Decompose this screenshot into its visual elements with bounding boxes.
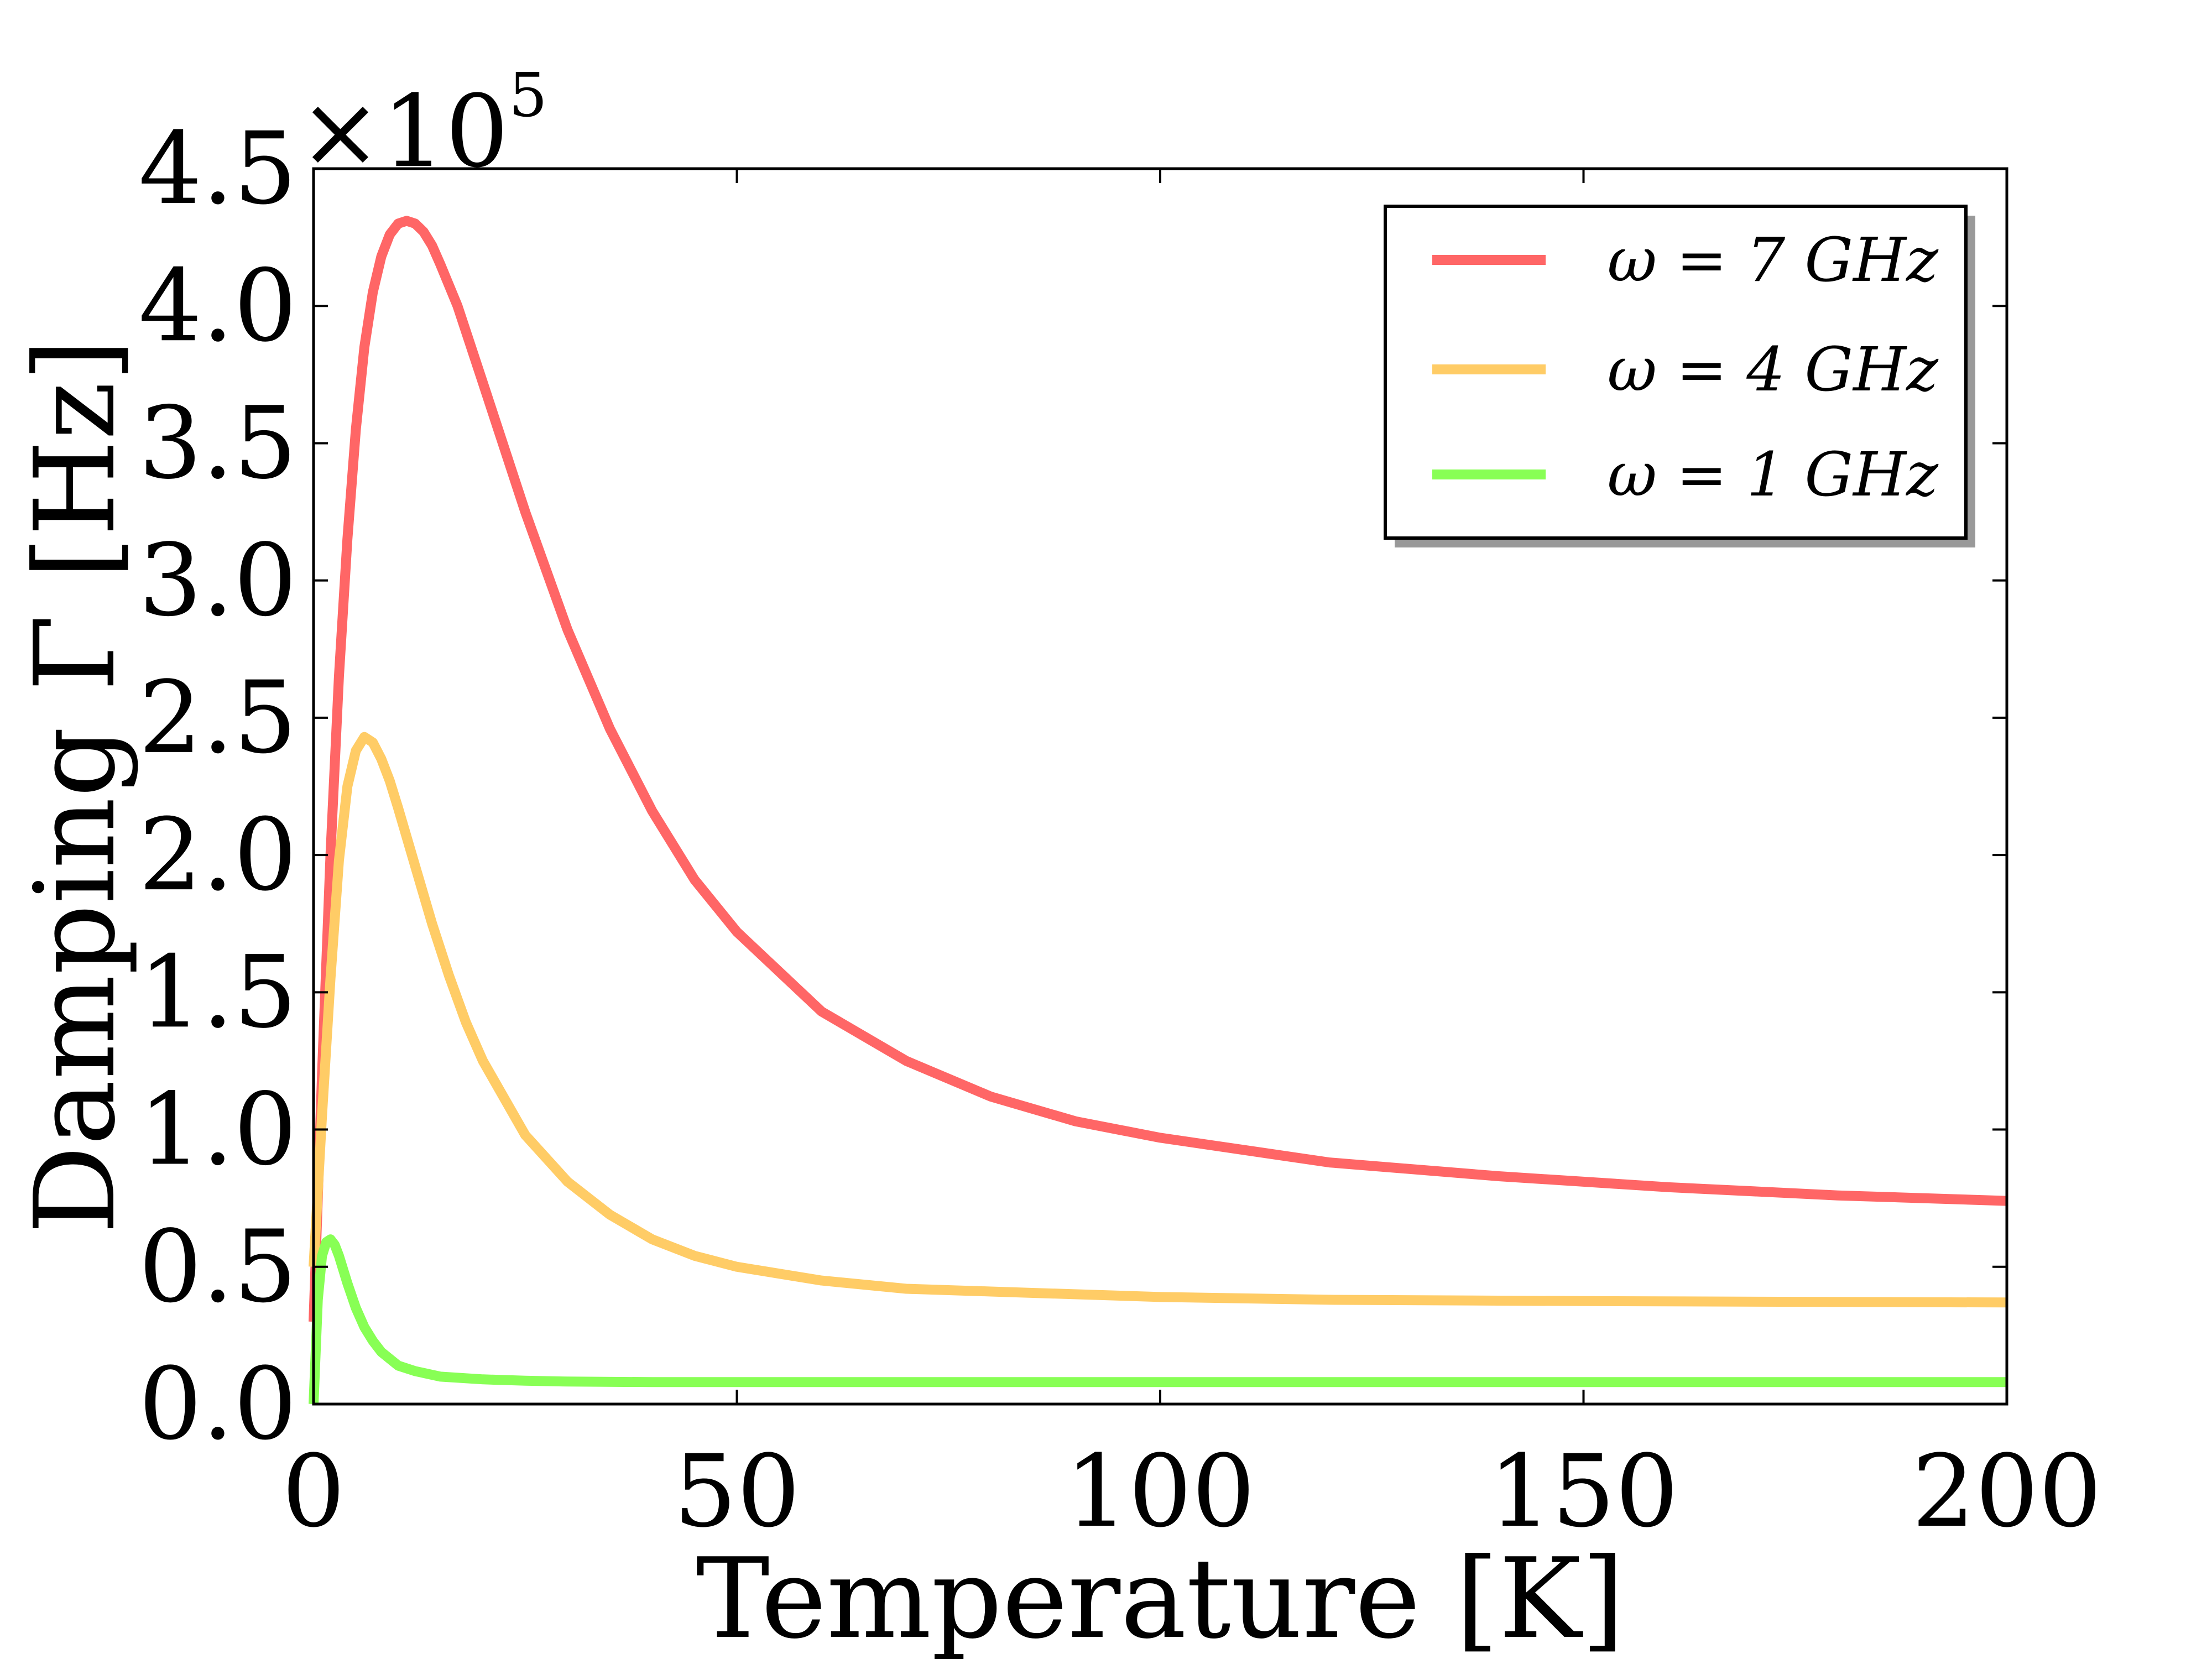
series-line-1 bbox=[309, 732, 2007, 1308]
x-tick-label: 0 bbox=[282, 1434, 346, 1550]
y-tick-label: 1.0 bbox=[139, 1072, 297, 1188]
y-tick-label: 0.5 bbox=[139, 1209, 297, 1325]
y-tick-label: 4.5 bbox=[139, 111, 297, 227]
y-multiplier-base: ×10 bbox=[299, 74, 509, 190]
legend-label-7ghz: ω = 7 GHz bbox=[1607, 225, 1939, 295]
tick-layer: 0 50 100 150 200 0.0 0.5 1.0 1.5 2.0 2.5 3.0 3.5 4.0 4… bbox=[139, 111, 2102, 1550]
x-tick-label: 200 bbox=[1912, 1434, 2102, 1550]
y-tick-label: 3.0 bbox=[139, 523, 297, 639]
y-axis-title: Damping Γ [Hz] bbox=[11, 338, 140, 1234]
y-tick-label: 4.0 bbox=[139, 248, 297, 364]
x-tick-label: 50 bbox=[674, 1434, 800, 1550]
x-tick-label: 150 bbox=[1489, 1434, 1679, 1550]
y-multiplier-exponent: 5 bbox=[509, 60, 547, 131]
x-axis-title: Temperature [K] bbox=[696, 1535, 1624, 1659]
legend-label-4ghz: ω = 4 GHz bbox=[1607, 334, 1939, 405]
y-tick-label: 1.5 bbox=[139, 935, 297, 1050]
y-tick-label: 3.5 bbox=[139, 385, 297, 501]
y-axis-multiplier: ×105 bbox=[299, 60, 547, 190]
series-layer bbox=[309, 216, 2007, 1405]
y-tick-label: 0.0 bbox=[139, 1347, 297, 1462]
y-tick-label: 2.5 bbox=[139, 660, 297, 776]
legend: ω = 7 GHz ω = 4 GHz ω = 1 GHz bbox=[1384, 205, 1975, 547]
y-tick-label: 2.0 bbox=[139, 797, 297, 913]
series-line-2 bbox=[309, 1234, 2007, 1405]
x-tick-label: 100 bbox=[1065, 1434, 1255, 1550]
legend-label-1ghz: ω = 1 GHz bbox=[1607, 439, 1939, 510]
series-line-0 bbox=[309, 216, 2007, 1322]
